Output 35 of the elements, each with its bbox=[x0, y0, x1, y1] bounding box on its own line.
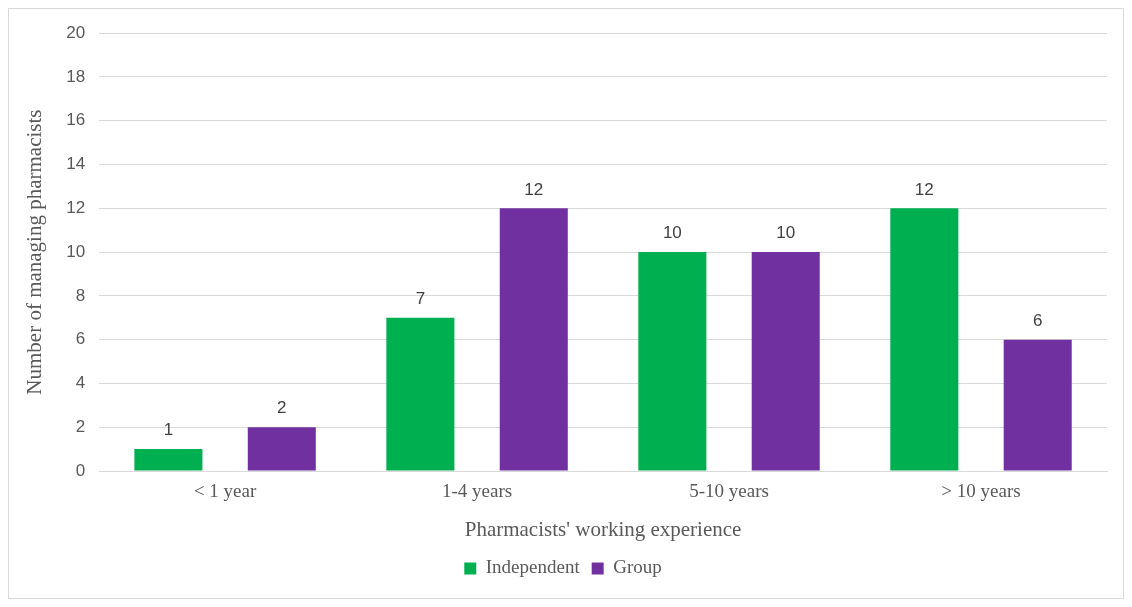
y-tick-label: 0 bbox=[75, 460, 86, 480]
x-tick-label: 5-10 years bbox=[689, 480, 769, 502]
legend-label: Group bbox=[613, 556, 662, 578]
y-tick-label: 14 bbox=[66, 154, 86, 174]
bar bbox=[499, 208, 568, 471]
y-tick-label: 18 bbox=[66, 66, 86, 86]
x-tick-label: < 1 year bbox=[193, 480, 257, 502]
bar bbox=[1003, 339, 1072, 471]
x-tick-label: 1-4 years bbox=[441, 480, 513, 502]
x-tick-label: > 10 years bbox=[941, 480, 1021, 502]
data-label: 12 bbox=[914, 179, 934, 199]
data-label: 6 bbox=[1032, 310, 1043, 330]
data-label: 12 bbox=[524, 179, 544, 199]
y-tick-label: 10 bbox=[66, 241, 86, 261]
legend-label: Independent bbox=[485, 556, 581, 578]
bar bbox=[638, 252, 707, 471]
y-tick-label: 20 bbox=[66, 22, 86, 42]
bar bbox=[890, 208, 959, 471]
y-tick-label: 12 bbox=[66, 198, 86, 218]
bar bbox=[386, 317, 455, 471]
data-label: 7 bbox=[415, 288, 426, 308]
data-label: 1 bbox=[163, 420, 174, 440]
bar bbox=[134, 449, 203, 471]
y-tick-label: 8 bbox=[75, 285, 86, 305]
bar bbox=[247, 427, 316, 471]
y-tick-label: 4 bbox=[75, 373, 86, 393]
y-tick-label: 16 bbox=[66, 110, 86, 130]
data-label: 10 bbox=[662, 223, 682, 243]
y-tick-label: 6 bbox=[75, 329, 86, 349]
data-label: 2 bbox=[277, 398, 287, 418]
bar bbox=[751, 252, 820, 471]
y-axis-title: Number of managing pharmacists bbox=[22, 109, 47, 395]
y-tick-label: 2 bbox=[75, 416, 86, 436]
data-label: 10 bbox=[776, 223, 796, 243]
x-axis-title: Pharmacists' working experience bbox=[464, 516, 742, 541]
